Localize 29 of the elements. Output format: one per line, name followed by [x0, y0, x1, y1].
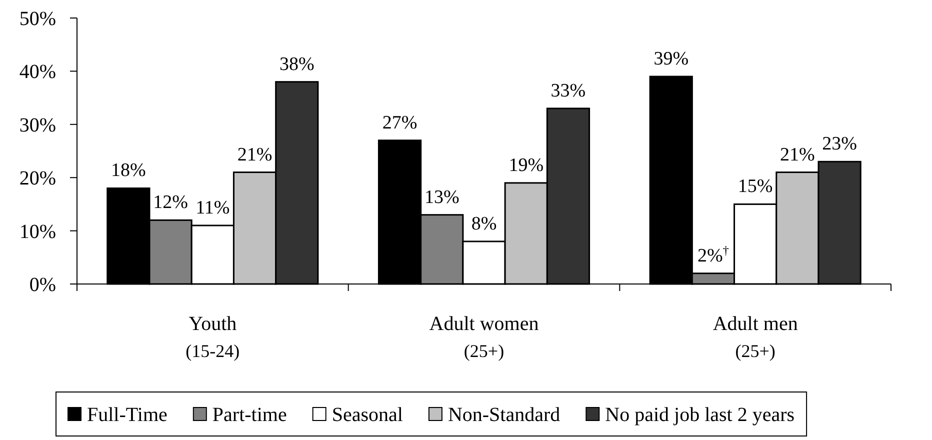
data-label: 13% — [424, 186, 460, 208]
legend-label: No paid job last 2 years — [605, 404, 795, 426]
data-label: 2%$^{†}$ — [697, 243, 729, 266]
data-label: 39% — [654, 48, 689, 70]
y-tick-label: 10% — [19, 220, 56, 243]
data-label: 38% — [279, 54, 314, 75]
y-tick-label: 20% — [19, 168, 56, 190]
legend-label: Full-Time — [87, 404, 168, 426]
x-tick-label: Youth (15-24) — [186, 313, 240, 361]
x-tick-label: Adult men (25+) — [712, 313, 798, 361]
data-label: 19% — [508, 154, 544, 176]
legend-label: Non-Standard — [448, 404, 560, 426]
data-label: 21% — [780, 144, 816, 166]
y-tick-label: 50% — [19, 8, 56, 30]
data-label: 11% — [196, 197, 230, 218]
data-label: 27% — [382, 112, 418, 134]
data-label: 12% — [153, 192, 188, 214]
y-tick-label: 30% — [19, 114, 56, 136]
data-label: 33% — [550, 80, 586, 102]
data-label: 23% — [822, 134, 858, 155]
data-label: 8% — [471, 213, 497, 234]
data-label: 21% — [237, 144, 272, 166]
y-tick-label: 40% — [19, 61, 56, 84]
x-tick-label: Adult women (25+) — [429, 313, 539, 361]
legend-label: Part-time — [212, 404, 287, 426]
data-label: 15% — [738, 176, 773, 198]
y-tick-label: 0% — [29, 274, 56, 296]
legend-label: Seasonal — [332, 404, 404, 426]
data-label: 18% — [111, 160, 146, 182]
